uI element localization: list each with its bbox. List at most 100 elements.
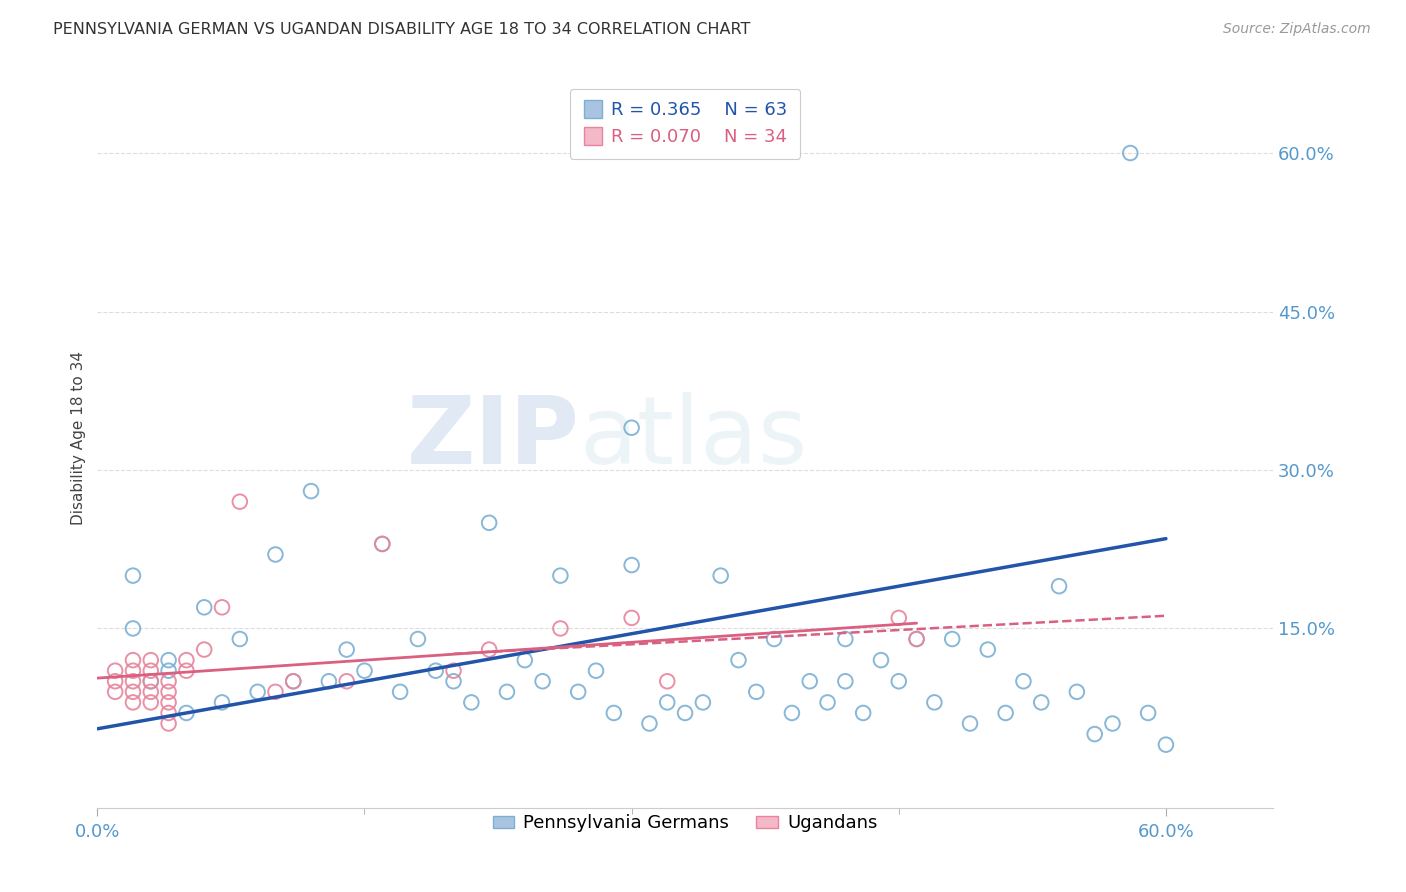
Point: [887, 674, 910, 689]
Point: [389, 685, 412, 699]
Point: [122, 664, 145, 678]
Point: [1101, 716, 1123, 731]
Point: [371, 537, 394, 551]
Point: [1119, 146, 1142, 161]
Point: [104, 674, 127, 689]
Point: [336, 642, 359, 657]
Point: [924, 695, 946, 709]
Point: [941, 632, 963, 646]
Point: [157, 674, 180, 689]
Point: [193, 600, 215, 615]
Point: [692, 695, 714, 709]
Point: [727, 653, 749, 667]
Point: [994, 706, 1017, 720]
Point: [246, 685, 269, 699]
Point: [157, 706, 180, 720]
Point: [959, 716, 981, 731]
Point: [157, 716, 180, 731]
Point: [799, 674, 821, 689]
Point: [122, 653, 145, 667]
Point: [620, 558, 643, 572]
Point: [1031, 695, 1053, 709]
Point: [977, 642, 1000, 657]
Point: [550, 622, 572, 636]
Point: [1154, 738, 1177, 752]
Point: [443, 664, 465, 678]
Point: [176, 706, 198, 720]
Point: [371, 537, 394, 551]
Point: [905, 632, 928, 646]
Point: [638, 716, 661, 731]
Point: [657, 674, 679, 689]
Point: [745, 685, 768, 699]
Point: [139, 685, 162, 699]
Point: [443, 674, 465, 689]
Point: [211, 695, 233, 709]
Point: [229, 494, 252, 508]
Point: [283, 674, 305, 689]
Point: [139, 695, 162, 709]
Point: [336, 674, 359, 689]
Point: [157, 664, 180, 678]
Point: [139, 674, 162, 689]
Point: [1047, 579, 1070, 593]
Point: [478, 516, 501, 530]
Point: [478, 642, 501, 657]
Point: [104, 664, 127, 678]
Point: [211, 600, 233, 615]
Point: [620, 611, 643, 625]
Point: [603, 706, 626, 720]
Y-axis label: Disability Age 18 to 34: Disability Age 18 to 34: [72, 351, 86, 525]
Point: [887, 611, 910, 625]
Point: [1137, 706, 1160, 720]
Point: [1012, 674, 1035, 689]
Point: [139, 674, 162, 689]
Point: [620, 421, 643, 435]
Point: [139, 653, 162, 667]
Point: [460, 695, 482, 709]
Point: [353, 664, 375, 678]
Point: [870, 653, 893, 667]
Point: [531, 674, 554, 689]
Point: [496, 685, 519, 699]
Point: [710, 568, 733, 582]
Point: [264, 548, 287, 562]
Point: [139, 664, 162, 678]
Point: [905, 632, 928, 646]
Point: [567, 685, 589, 699]
Point: [176, 664, 198, 678]
Point: [122, 674, 145, 689]
Text: atlas: atlas: [579, 392, 807, 484]
Point: [425, 664, 447, 678]
Point: [264, 685, 287, 699]
Point: [283, 674, 305, 689]
Text: Source: ZipAtlas.com: Source: ZipAtlas.com: [1223, 22, 1371, 37]
Point: [193, 642, 215, 657]
Text: ZIP: ZIP: [406, 392, 579, 484]
Point: [513, 653, 536, 667]
Point: [657, 695, 679, 709]
Point: [817, 695, 839, 709]
Point: [852, 706, 875, 720]
Point: [157, 653, 180, 667]
Text: PENNSYLVANIA GERMAN VS UGANDAN DISABILITY AGE 18 TO 34 CORRELATION CHART: PENNSYLVANIA GERMAN VS UGANDAN DISABILIT…: [53, 22, 751, 37]
Point: [229, 632, 252, 646]
Point: [157, 695, 180, 709]
Point: [673, 706, 696, 720]
Point: [834, 674, 856, 689]
Point: [104, 685, 127, 699]
Point: [1084, 727, 1107, 741]
Point: [780, 706, 803, 720]
Legend: Pennsylvania Germans, Ugandans: Pennsylvania Germans, Ugandans: [485, 807, 884, 839]
Point: [763, 632, 786, 646]
Point: [176, 653, 198, 667]
Point: [122, 622, 145, 636]
Point: [550, 568, 572, 582]
Point: [157, 685, 180, 699]
Point: [406, 632, 429, 646]
Point: [585, 664, 607, 678]
Point: [122, 685, 145, 699]
Point: [122, 695, 145, 709]
Point: [299, 484, 322, 499]
Point: [1066, 685, 1088, 699]
